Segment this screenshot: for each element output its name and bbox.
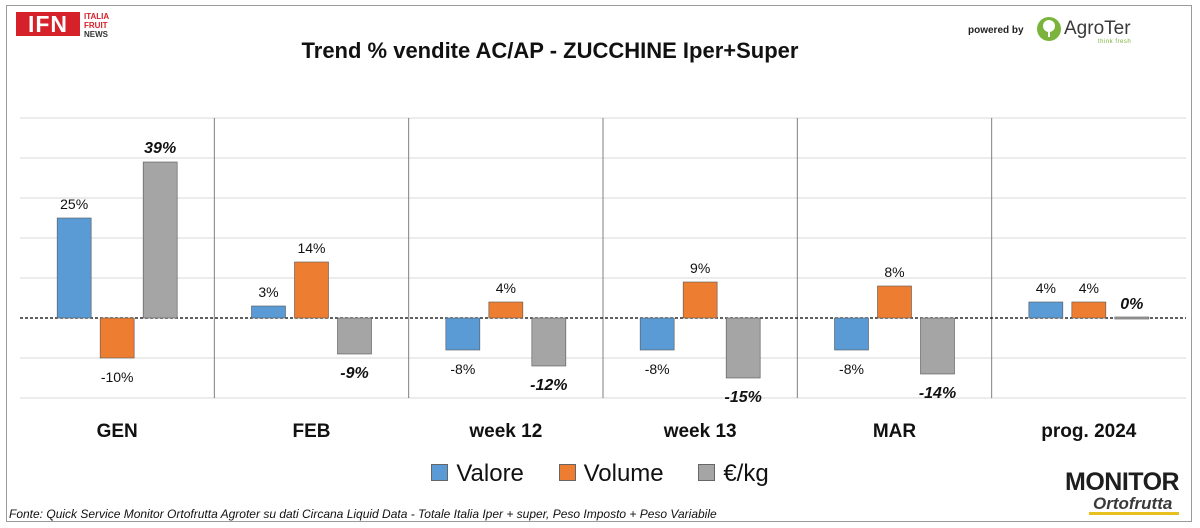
agroter-tagline: think fresh: [1098, 39, 1132, 45]
data-label-valore: -8%: [839, 361, 864, 377]
powered-by-label: powered by: [968, 25, 1024, 36]
data-label-volume: 4%: [496, 280, 516, 296]
chart-title: Trend % vendite AC/AP - ZUCCHINE Iper+Su…: [301, 38, 799, 63]
legend-item-price: €/kg: [698, 460, 769, 488]
bar-volume: [682, 281, 718, 319]
tree-icon: [1037, 17, 1061, 41]
data-label-price: 39%: [144, 140, 176, 157]
data-label-valore: -8%: [645, 361, 670, 377]
ifn-logo: IFN ITALIA FRUIT NEWS: [16, 12, 126, 42]
bar-valore: [639, 317, 675, 351]
ifn-logo-line-1: ITALIA: [84, 12, 110, 21]
ifn-logo-line-3: NEWS: [84, 30, 108, 39]
data-label-valore: 3%: [258, 284, 278, 300]
legend-label-valore: Valore: [456, 460, 524, 487]
ifn-logo-mark: IFN: [16, 12, 80, 36]
legend-swatch-volume: [558, 464, 576, 481]
bar-price: [142, 161, 178, 319]
bar-price: [531, 317, 567, 367]
bar-valore: [1028, 301, 1064, 319]
category-label: week 12: [468, 421, 542, 442]
bar-price: [725, 317, 761, 379]
chart-frame: [6, 5, 1192, 522]
monitor-logo-top: MONITOR: [1065, 468, 1180, 496]
legend-swatch-valore: [431, 464, 449, 481]
bar-volume: [1071, 301, 1107, 319]
data-label-volume: 4%: [1079, 280, 1099, 296]
category-label: MAR: [873, 421, 917, 442]
agroter-brand: AgroTer: [1064, 18, 1131, 39]
agroter-logo: AgroTer think fresh: [1036, 14, 1146, 46]
bar-valore: [251, 305, 286, 319]
category-label: prog. 2024: [1041, 421, 1136, 442]
ifn-logo-text: ITALIA FRUIT NEWS: [84, 12, 144, 39]
bar-volume: [99, 317, 135, 359]
data-label-volume: 14%: [297, 240, 325, 256]
data-label-valore: 4%: [1036, 280, 1056, 296]
legend-label-volume: Volume: [583, 460, 664, 487]
chart-legend: Valore Volume €/kg: [0, 460, 1200, 488]
bar-valore: [834, 317, 869, 351]
data-label-price: -12%: [530, 377, 567, 394]
data-label-price: -14%: [919, 385, 956, 402]
data-label-volume: 8%: [884, 264, 904, 280]
monitor-logo: MONITOR Ortofrutta: [1065, 468, 1190, 518]
category-label: week 13: [663, 421, 737, 442]
category-label: FEB: [293, 421, 331, 442]
data-label-price: -15%: [724, 389, 761, 406]
data-label-volume: 9%: [690, 260, 710, 276]
bar-valore: [445, 317, 481, 351]
data-label-valore: -8%: [450, 361, 475, 377]
bar-volume: [294, 261, 329, 319]
bar-volume: [877, 285, 912, 319]
source-note: Fonte: Quick Service Monitor Ortofrutta …: [9, 507, 717, 521]
bar-price: [920, 317, 955, 375]
category-label: GEN: [97, 421, 138, 442]
bar-price: [1114, 316, 1150, 320]
monitor-logo-swoosh: [1089, 512, 1179, 515]
legend-item-valore: Valore: [431, 460, 524, 488]
bar-valore: [56, 217, 92, 319]
ifn-logo-line-2: FRUIT: [84, 21, 108, 30]
data-label-price: -9%: [340, 365, 368, 382]
legend-swatch-price: [698, 464, 716, 481]
data-label-volume: -10%: [101, 369, 134, 385]
monitor-logo-bottom: Ortofrutta: [1093, 494, 1173, 513]
data-label-price: 0%: [1120, 296, 1143, 313]
bar-price: [337, 317, 372, 355]
bar-volume: [488, 301, 524, 319]
legend-label-price: €/kg: [723, 460, 769, 487]
data-label-valore: 25%: [60, 196, 88, 212]
legend-item-volume: Volume: [558, 460, 664, 488]
